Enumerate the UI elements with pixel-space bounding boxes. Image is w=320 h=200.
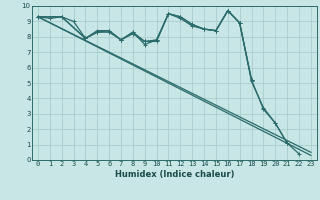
X-axis label: Humidex (Indice chaleur): Humidex (Indice chaleur) [115,170,234,179]
